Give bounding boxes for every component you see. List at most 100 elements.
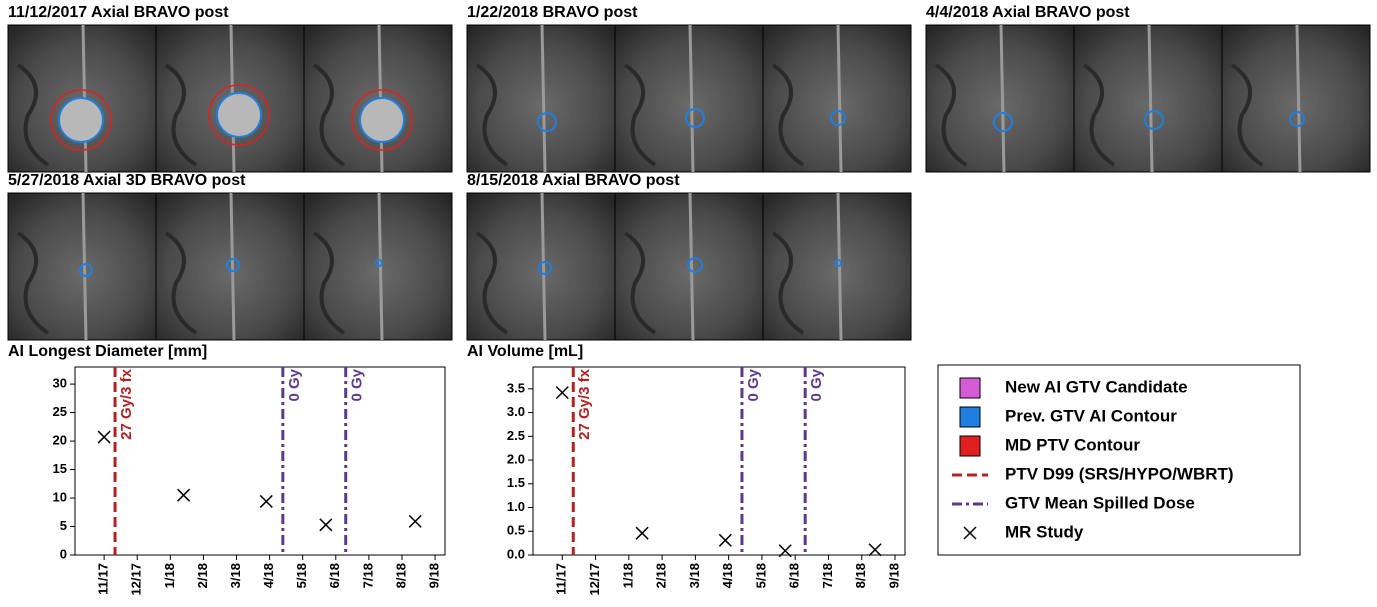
x-tick-label: 5/18 bbox=[753, 563, 768, 588]
y-tick-label: 1.5 bbox=[507, 475, 525, 490]
sulcus bbox=[475, 231, 509, 335]
ai-contour bbox=[687, 257, 703, 273]
panel-title: 5/27/2018 Axial 3D BRAVO post bbox=[8, 172, 246, 189]
x-tick-label: 7/18 bbox=[820, 563, 835, 588]
ai-contour bbox=[1144, 110, 1164, 130]
y-tick-label: 0.5 bbox=[507, 523, 525, 538]
falx bbox=[836, 24, 843, 173]
sulcus bbox=[16, 231, 50, 335]
y-tick-label: 2.5 bbox=[507, 428, 525, 443]
x-tick-label: 8/18 bbox=[853, 563, 868, 588]
sulcus bbox=[934, 63, 968, 167]
sulcus bbox=[771, 231, 805, 335]
dose-label: 27 Gy/3 fx bbox=[576, 368, 593, 440]
ai-contour bbox=[216, 92, 262, 138]
dose-label: 27 Gy/3 fx bbox=[118, 368, 135, 440]
y-tick-label: 15 bbox=[53, 461, 67, 476]
x-tick-label: 11/17 bbox=[96, 563, 111, 595]
ai-contour bbox=[1289, 111, 1305, 127]
y-tick-label: 2.0 bbox=[507, 451, 525, 466]
sulcus bbox=[312, 63, 346, 167]
x-tick-label: 2/18 bbox=[654, 563, 669, 588]
plot-area bbox=[532, 366, 906, 556]
ai-contour bbox=[58, 97, 104, 143]
mr-study-point bbox=[718, 533, 732, 547]
ai-contour bbox=[538, 261, 552, 275]
x-tick-label: 9/18 bbox=[886, 563, 901, 588]
panel-title: 8/15/2018 Axial BRAVO post bbox=[467, 172, 680, 189]
y-tick-label: 25 bbox=[53, 404, 67, 419]
legend-box bbox=[937, 364, 1301, 556]
legend-patch bbox=[959, 406, 981, 428]
y-tick-label: 1.0 bbox=[507, 499, 525, 514]
sulcus bbox=[623, 231, 657, 335]
ai-contour bbox=[993, 112, 1013, 132]
ai-contour bbox=[359, 97, 405, 143]
x-tick-label: 12/17 bbox=[587, 563, 602, 596]
y-tick-label: 20 bbox=[53, 432, 67, 447]
x-tick-label: 11/17 bbox=[554, 563, 569, 595]
falx bbox=[688, 24, 695, 173]
x-tick-label: 3/18 bbox=[228, 563, 243, 588]
x-tick-label: 3/18 bbox=[687, 563, 702, 588]
sulcus bbox=[1230, 63, 1264, 167]
dose-label: 0 Gy bbox=[808, 368, 825, 401]
mr-study-point bbox=[177, 488, 191, 502]
falx bbox=[229, 192, 236, 341]
x-tick-label: 8/18 bbox=[393, 563, 408, 588]
x-tick-label: 4/18 bbox=[720, 563, 735, 588]
x-tick-label: 1/18 bbox=[620, 563, 635, 588]
x-tick-label: 4/18 bbox=[261, 563, 276, 588]
ai-contour bbox=[79, 263, 93, 277]
mr-study-point bbox=[408, 514, 422, 528]
legend-marker bbox=[963, 526, 977, 540]
sulcus bbox=[623, 63, 657, 167]
ai-contour bbox=[537, 112, 557, 132]
ai-contour bbox=[375, 259, 383, 267]
panel-title: 1/22/2018 BRAVO post bbox=[467, 4, 638, 21]
legend-label: New AI GTV Candidate bbox=[1005, 377, 1188, 396]
dose-label: 0 Gy bbox=[349, 368, 366, 401]
mr-study-point bbox=[555, 386, 569, 400]
y-tick-label: 5 bbox=[60, 518, 67, 533]
mr-study-point bbox=[635, 526, 649, 540]
plot-area bbox=[74, 366, 446, 556]
y-tick-label: 0.0 bbox=[507, 546, 525, 561]
panel-title: 4/4/2018 Axial BRAVO post bbox=[926, 4, 1130, 21]
sulcus bbox=[475, 63, 509, 167]
ai-contour bbox=[834, 259, 842, 267]
x-tick-label: 6/18 bbox=[327, 563, 342, 588]
legend-label: Prev. GTV AI Contour bbox=[1005, 406, 1177, 425]
md-ptv-contour bbox=[351, 89, 413, 151]
sulcus bbox=[771, 63, 805, 167]
falx bbox=[688, 192, 695, 341]
x-tick-label: 9/18 bbox=[427, 563, 442, 588]
legend-patch bbox=[959, 377, 981, 399]
y-tick-label: 30 bbox=[53, 376, 67, 391]
mr-study-point bbox=[778, 544, 792, 558]
sulcus bbox=[16, 63, 50, 167]
dose-label: 0 Gy bbox=[286, 368, 303, 401]
legend-label: PTV D99 (SRS/HYPO/WBRT) bbox=[1005, 464, 1234, 483]
x-tick-label: 6/18 bbox=[787, 563, 802, 588]
chart-title: AI Volume [mL] bbox=[467, 343, 583, 360]
falx bbox=[540, 192, 547, 341]
y-tick-label: 3.0 bbox=[507, 404, 525, 419]
legend-label: MR Study bbox=[1005, 522, 1084, 541]
falx bbox=[1147, 24, 1154, 173]
sulcus bbox=[164, 231, 198, 335]
falx bbox=[1295, 24, 1302, 173]
mr-study-point bbox=[259, 494, 273, 508]
ai-contour bbox=[226, 258, 240, 272]
y-tick-label: 10 bbox=[53, 489, 67, 504]
ai-contour bbox=[830, 110, 846, 126]
sulcus bbox=[164, 63, 198, 167]
legend-label: MD PTV Contour bbox=[1005, 435, 1140, 454]
md-ptv-contour bbox=[208, 84, 270, 146]
mr-study-point bbox=[97, 430, 111, 444]
falx bbox=[81, 192, 88, 341]
x-tick-label: 7/18 bbox=[360, 563, 375, 588]
falx bbox=[999, 24, 1006, 173]
x-tick-label: 5/18 bbox=[294, 563, 309, 588]
